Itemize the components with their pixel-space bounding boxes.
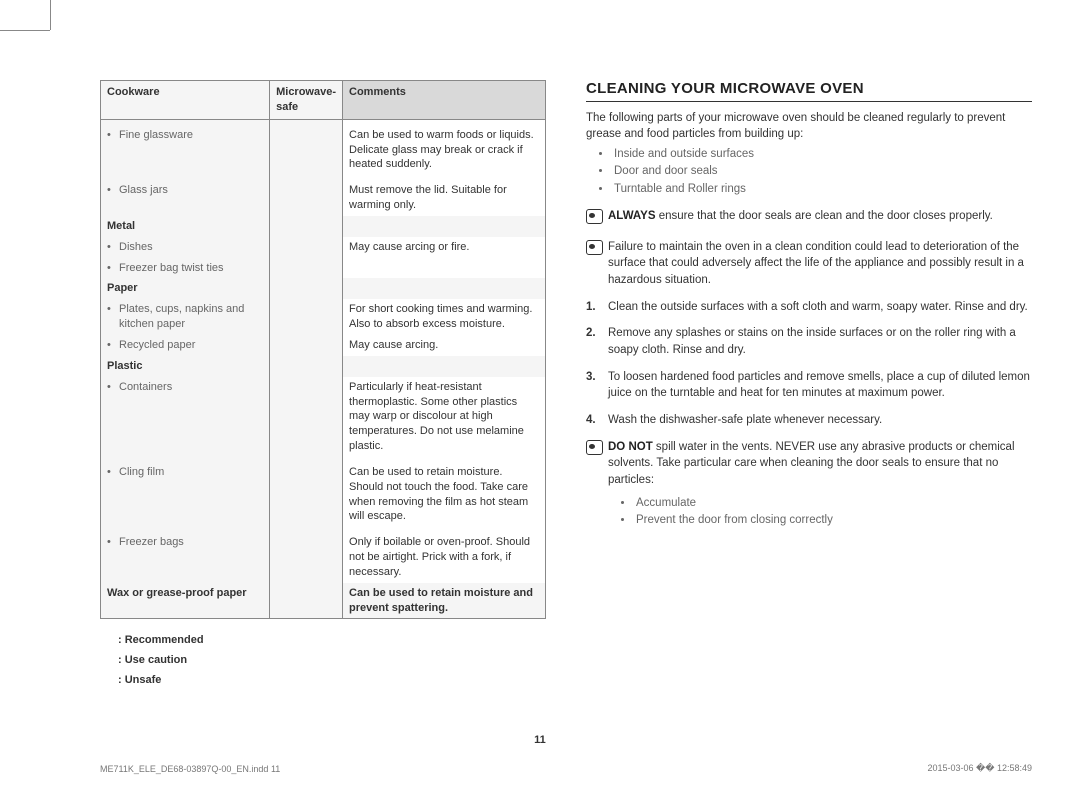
item-cell: •Containers (101, 377, 270, 457)
safe-cell (270, 119, 343, 175)
category-cell: Metal (101, 216, 270, 237)
comment-cell: Must remove the lid. Suitable for warmin… (343, 175, 546, 216)
safe-cell (270, 175, 343, 216)
parts-list: Inside and outside surfaces Door and doo… (586, 146, 1032, 198)
comment-cell (343, 216, 546, 237)
safe-cell (270, 356, 343, 377)
comment-cell: Can be used to warm foods or liquids. De… (343, 119, 546, 175)
warn-text: spill water in the vents. NEVER use any … (608, 441, 1015, 486)
step-number: 1. (586, 299, 608, 316)
warning-always: ALWAYS ensure that the door seals are cl… (586, 208, 1032, 229)
step-number: 3. (586, 369, 608, 402)
legend-caution: : Use caution (118, 651, 546, 671)
th-comments: Comments (343, 81, 546, 120)
category-cell: Wax or grease-proof paper (101, 583, 270, 619)
footer-timestamp: 2015-03-06 �� 12:58:49 (927, 763, 1032, 774)
safe-cell (270, 335, 343, 356)
intro-text: The following parts of your microwave ov… (586, 110, 1032, 142)
left-column: Cookware Microwave-safe Comments •Fine g… (100, 80, 546, 691)
safe-cell (270, 377, 343, 457)
safe-cell (270, 237, 343, 258)
right-column: CLEANING YOUR MICROWAVE OVEN The followi… (586, 80, 1032, 691)
safe-cell (270, 299, 343, 335)
comment-cell: May cause arcing or ﬁre. (343, 237, 546, 258)
safe-cell (270, 216, 343, 237)
warn-bold: ALWAYS (608, 210, 656, 222)
warn3-item: Accumulate (634, 495, 1032, 512)
comment-cell (343, 356, 546, 377)
legend-unsafe: : Unsafe (118, 671, 546, 691)
footer-filename: ME711K_ELE_DE68-03897Q-00_EN.indd 11 (100, 764, 280, 774)
warning-icon (586, 240, 603, 255)
warn3-item: Prevent the door from closing correctly (634, 512, 1032, 529)
safe-cell (270, 258, 343, 279)
note-icon (586, 440, 603, 455)
safe-cell (270, 457, 343, 527)
step-row: 2.Remove any splashes or stains on the i… (586, 325, 1032, 358)
item-cell: •Freezer bags (101, 527, 270, 583)
warning-icon (586, 209, 603, 224)
step-text: To loosen hardened food particles and re… (608, 369, 1032, 402)
category-cell: Paper (101, 278, 270, 299)
legend: : Recommended : Use caution : Unsafe (100, 631, 546, 690)
comment-cell: Particularly if heat-resistant thermopla… (343, 377, 546, 457)
warning-donot: DO NOT spill water in the vents. NEVER u… (586, 439, 1032, 540)
item-cell: •Freezer bag twist ties (101, 258, 270, 279)
step-row: 3.To loosen hardened food particles and … (586, 369, 1032, 402)
comment-cell: For short cooking times and warming. Als… (343, 299, 546, 335)
part-item: Turntable and Roller rings (612, 181, 1032, 198)
category-cell: Plastic (101, 356, 270, 377)
comment-cell: Can be used to retain moisture and preve… (343, 583, 546, 619)
warning-failure: Failure to maintain the oven in a clean … (586, 239, 1032, 289)
safe-cell (270, 527, 343, 583)
step-text: Wash the dishwasher-safe plate whenever … (608, 412, 882, 429)
comment-cell: Only if boilable or oven-proof. Should n… (343, 527, 546, 583)
safe-cell (270, 583, 343, 619)
comment-cell (343, 258, 546, 279)
warn-text: ensure that the door seals are clean and… (656, 210, 993, 222)
step-number: 4. (586, 412, 608, 429)
warn-bold: DO NOT (608, 441, 653, 453)
item-cell: •Recycled paper (101, 335, 270, 356)
legend-recommended: : Recommended (118, 631, 546, 651)
item-cell: •Cling film (101, 457, 270, 527)
warn-text: Failure to maintain the oven in a clean … (608, 239, 1032, 289)
step-row: 1.Clean the outside surfaces with a soft… (586, 299, 1032, 316)
step-text: Remove any splashes or stains on the ins… (608, 325, 1032, 358)
comment-cell: Can be used to retain moisture. Should n… (343, 457, 546, 527)
step-number: 2. (586, 325, 608, 358)
part-item: Door and door seals (612, 163, 1032, 180)
item-cell: •Fine glassware (101, 119, 270, 175)
cookware-table: Cookware Microwave-safe Comments •Fine g… (100, 80, 546, 619)
comment-cell: May cause arcing. (343, 335, 546, 356)
th-safe: Microwave-safe (270, 81, 343, 120)
step-row: 4.Wash the dishwasher-safe plate wheneve… (586, 412, 1032, 429)
safe-cell (270, 278, 343, 299)
item-cell: •Glass jars (101, 175, 270, 216)
comment-cell (343, 278, 546, 299)
item-cell: •Plates, cups, napkins and kitchen paper (101, 299, 270, 335)
warn3-list: Accumulate Prevent the door from closing… (608, 495, 1032, 530)
section-title: CLEANING YOUR MICROWAVE OVEN (586, 80, 1032, 102)
step-text: Clean the outside surfaces with a soft c… (608, 299, 1028, 316)
th-cookware: Cookware (101, 81, 270, 120)
part-item: Inside and outside surfaces (612, 146, 1032, 163)
page-number: 11 (0, 734, 1080, 746)
item-cell: •Dishes (101, 237, 270, 258)
steps-list: 1.Clean the outside surfaces with a soft… (586, 299, 1032, 429)
